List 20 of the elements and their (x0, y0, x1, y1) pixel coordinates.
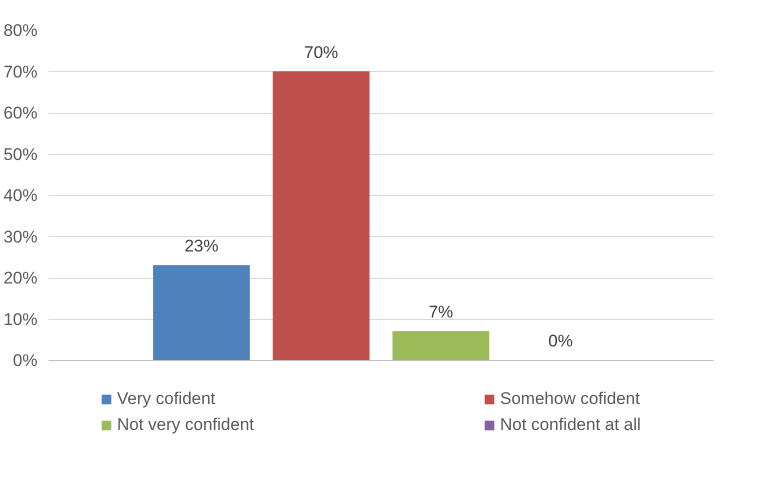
y-tick-label: 40% (3, 186, 38, 205)
data-label: 0% (548, 332, 573, 350)
y-tick-label: 80% (3, 21, 38, 40)
legend-label: Very cofident (117, 389, 216, 409)
data-label: 7% (428, 302, 454, 322)
data-label: 23% (184, 236, 218, 256)
legend-label: Not very confident (117, 415, 256, 435)
y-tick-label: 30% (3, 227, 38, 246)
y-tick-label: 20% (3, 268, 38, 288)
data-label: 70% (304, 42, 338, 62)
bar (392, 331, 490, 360)
y-tick-label: 60% (3, 104, 38, 122)
bar (153, 265, 250, 360)
y-tick-label: 10% (3, 310, 38, 329)
y-tick-label: 70% (3, 62, 38, 82)
legend-label: Not confident at all (500, 415, 642, 435)
y-tick-label: 0% (12, 351, 38, 370)
bar (272, 71, 370, 360)
legend-label: Somehow cofident (500, 389, 641, 409)
y-tick-label: 50% (3, 144, 38, 164)
